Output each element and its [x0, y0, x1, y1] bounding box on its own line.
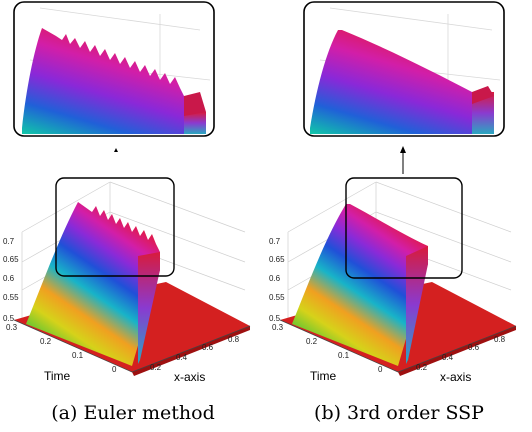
ssp-z-tick: 0.65 — [269, 255, 285, 264]
ssp-inset-surface — [310, 30, 472, 134]
ssp-z-tick: 0.5 — [269, 314, 281, 323]
euler-caption: (a) Euler method — [51, 402, 215, 424]
panel-euler: 0.7 0.65 0.6 0.55 0.5 0.3 0.2 0.1 0 0.2 … — [3, 1, 251, 424]
euler-x-tick: 0.2 — [150, 363, 162, 372]
ssp-time-label: Time — [310, 369, 337, 383]
euler-inset-surface — [22, 28, 184, 134]
ssp-inset — [303, 1, 505, 137]
euler-time-tick: 0.2 — [40, 337, 52, 346]
ssp-x-label: x-axis — [440, 370, 471, 384]
ssp-figure: 0.7 0.65 0.6 0.55 0.5 0.3 0.2 0.1 0 0.2 … — [269, 1, 517, 384]
euler-z-tick: 0.7 — [3, 237, 15, 246]
euler-marker — [114, 148, 118, 152]
ssp-plot: 0.7 0.65 0.6 0.55 0.5 0.3 0.2 0.1 0 0.2 … — [269, 181, 517, 384]
euler-figure: 0.7 0.65 0.6 0.55 0.5 0.3 0.2 0.1 0 0.2 … — [3, 1, 251, 384]
euler-z-tick: 0.6 — [3, 274, 15, 283]
euler-inset — [13, 1, 215, 137]
ssp-x-tick: 0.2 — [416, 363, 428, 372]
euler-time-tick: 0.3 — [6, 323, 18, 332]
euler-x-tick: 0.8 — [228, 335, 240, 344]
ssp-x-tick: 0.6 — [468, 343, 480, 352]
ssp-caption: (b) 3rd order SSP — [314, 402, 484, 424]
ssp-zoom-box — [345, 177, 463, 279]
panel-ssp: 0.7 0.65 0.6 0.55 0.5 0.3 0.2 0.1 0 0.2 … — [266, 0, 532, 432]
euler-time-label: Time — [44, 369, 71, 383]
ssp-z-tick: 0.7 — [269, 237, 281, 246]
ssp-time-tick: 0 — [378, 365, 383, 374]
ssp-z-tick: 0.55 — [269, 293, 285, 302]
ssp-time-tick: 0.1 — [338, 351, 350, 360]
euler-time-tick: 0.1 — [72, 351, 84, 360]
euler-plot: 0.7 0.65 0.6 0.55 0.5 0.3 0.2 0.1 0 0.2 … — [3, 181, 251, 384]
ssp-surface — [292, 204, 428, 366]
euler-zoom-box — [55, 177, 175, 277]
euler-surface — [26, 202, 160, 366]
ssp-time-tick: 0.2 — [306, 337, 318, 346]
ssp-x-tick: 0.8 — [494, 335, 506, 344]
ssp-z-tick: 0.6 — [269, 274, 281, 283]
euler-z-tick: 0.65 — [3, 255, 19, 264]
ssp-arrow — [400, 146, 406, 174]
euler-z-tick: 0.55 — [3, 293, 19, 302]
euler-x-tick: 0.4 — [176, 353, 188, 362]
ssp-x-tick: 0.4 — [442, 353, 454, 362]
euler-x-tick: 0.6 — [202, 343, 214, 352]
ssp-time-tick: 0.3 — [272, 323, 284, 332]
euler-time-tick: 0 — [112, 365, 117, 374]
euler-z-tick: 0.5 — [3, 314, 15, 323]
euler-x-label: x-axis — [174, 370, 205, 384]
